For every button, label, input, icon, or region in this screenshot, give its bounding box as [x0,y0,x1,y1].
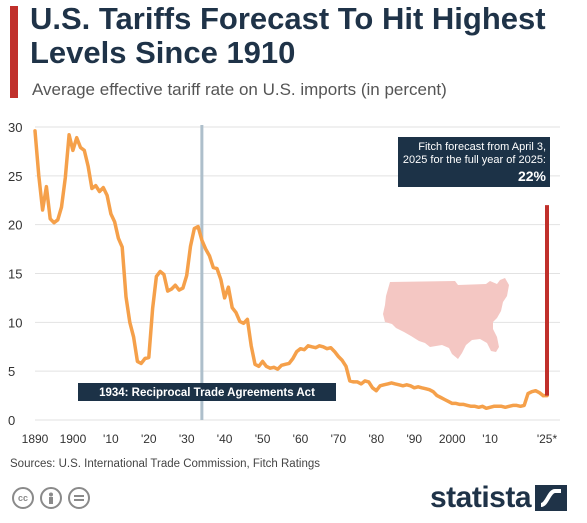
x-tick-label: '25* [537,432,558,446]
statista-logo-icon [535,485,568,511]
x-tick-label: '60 [293,432,309,446]
forecast-value-label: 22% [518,168,547,184]
source-note: Sources: U.S. International Trade Commis… [10,458,320,470]
x-tick-label: '50 [255,432,271,446]
y-tick-label: 25 [8,169,22,184]
us-map-icon [383,278,509,359]
annotations: 1934: Reciprocal Trade Agreements Act Fit… [78,137,550,401]
x-tick-label: '70 [331,432,347,446]
x-tick-label: '10 [103,432,119,446]
x-tick-label: '30 [179,432,195,446]
x-tick-label: '90 [406,432,422,446]
x-tick-label: '20 [141,432,157,446]
event-annotation-label: 1934: Reciprocal Trade Agreements Act [99,387,315,399]
x-tick-label: 1890 [22,432,49,446]
y-tick-label: 20 [8,218,22,233]
x-tick-label: 2000 [439,432,466,446]
y-tick-label: 5 [8,364,15,379]
axis-labels: 0 5 10 15 20 25 30 1890 1900 '10 '20 '30 '40 '50 '60 '7… [8,120,557,446]
attribution-icon[interactable] [40,487,62,509]
event-annotation-box [78,383,336,401]
cc-icon[interactable]: cc [12,487,34,509]
y-tick-label: 30 [8,120,22,135]
no-derivatives-icon[interactable] [68,487,90,509]
forecast-annotation-text: 2025 for the full year of 2025: [403,154,546,166]
forecast-annotation-text: Fitch forecast from April 3, [418,141,546,153]
series-layer [33,129,549,411]
chart-subtitle: Average effective tariff rate on U.S. im… [32,80,447,99]
license-icons: cc [12,487,90,509]
chart-title: U.S. Tariffs Forecast To Hit Highest Lev… [30,1,546,70]
x-tick-label: '40 [217,432,233,446]
x-tick-label: '80 [369,432,385,446]
forecast-annotation-box [398,137,550,187]
series-line-tariff-rate [33,129,545,411]
y-tick-label: 15 [8,267,22,282]
x-tick-label: 1900 [60,432,87,446]
statista-logo[interactable]: statista [430,481,568,514]
title-accent-bar [10,6,18,98]
y-tick-label: 10 [8,315,22,330]
y-tick-label: 0 [8,413,15,428]
x-tick-label: '10 [482,432,498,446]
us-map-silhouette [383,278,509,359]
statista-wordmark: statista [430,481,532,514]
